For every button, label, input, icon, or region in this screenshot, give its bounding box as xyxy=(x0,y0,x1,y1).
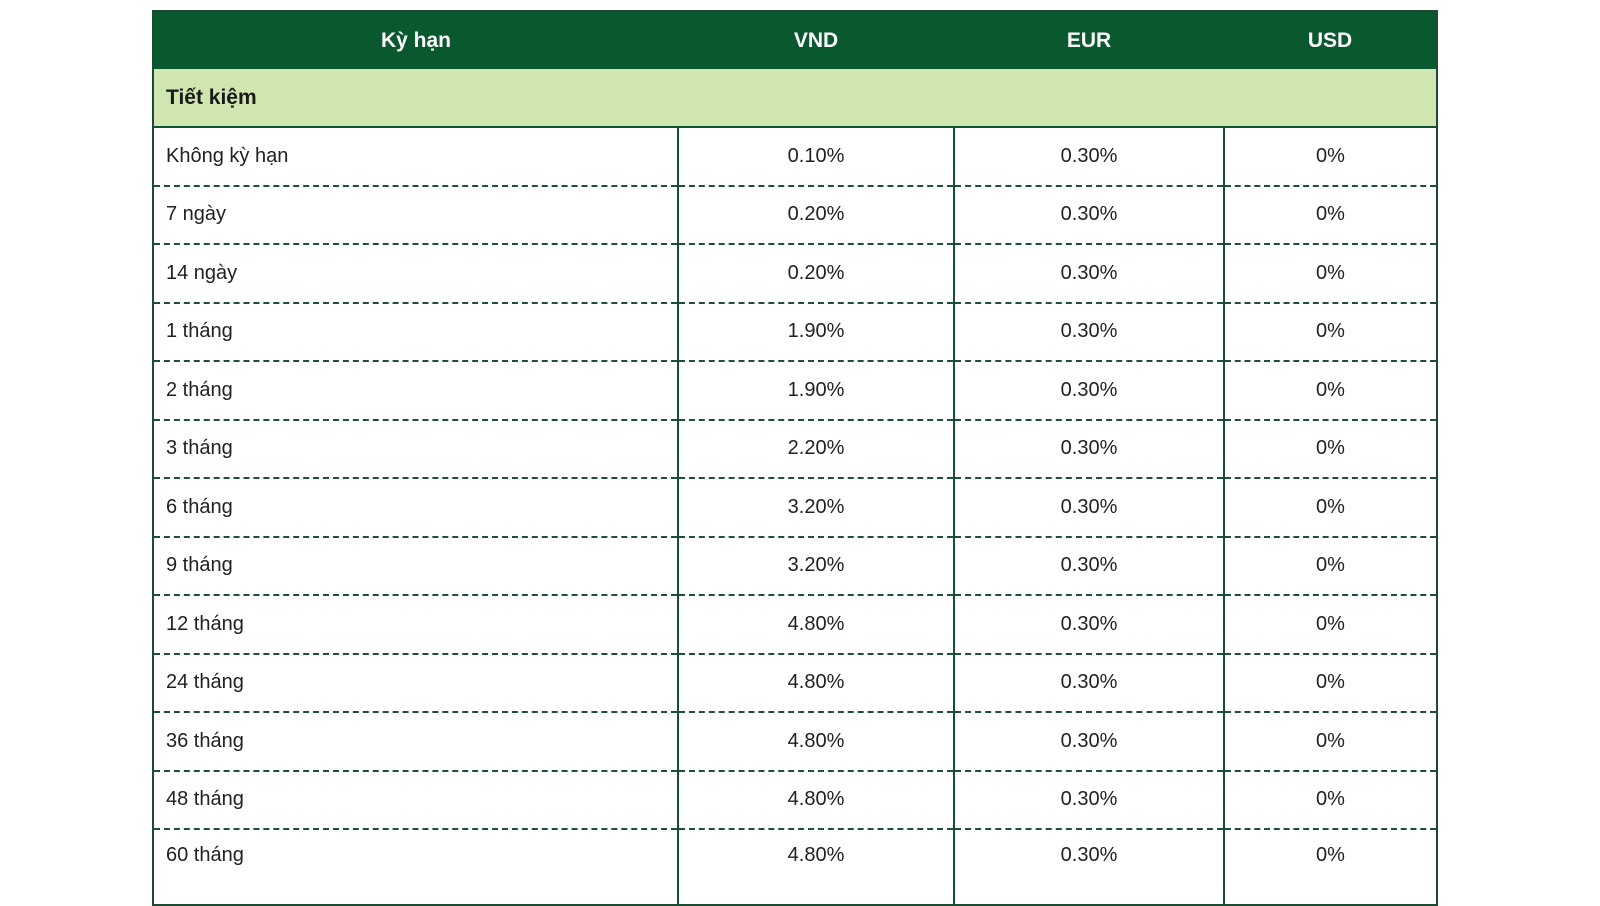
eur-cell: 0.30% xyxy=(954,184,1225,244)
col-header-usd: USD xyxy=(1224,11,1437,69)
eur-cell: 0.30% xyxy=(954,243,1225,303)
eur-cell: 0.30% xyxy=(954,535,1225,595)
usd-cell: 0% xyxy=(1224,477,1437,537)
usd-cell: 0% xyxy=(1224,184,1437,244)
eur-cell: 0.30% xyxy=(954,594,1225,654)
usd-cell: 0% xyxy=(1224,652,1437,712)
term-cell: 14 ngày xyxy=(153,243,679,303)
table-row: 6 tháng 3.20% 0.30% 0% xyxy=(153,477,1437,537)
term-cell: 2 tháng xyxy=(153,360,679,420)
vnd-cell: 2.20% xyxy=(678,418,955,478)
vnd-cell: 0.20% xyxy=(678,184,955,244)
table-row: 36 tháng 4.80% 0.30% 0% xyxy=(153,711,1437,771)
table-row: 2 tháng 1.90% 0.30% 0% xyxy=(153,360,1437,420)
vnd-cell: 0.10% xyxy=(678,127,955,186)
col-header-eur: EUR xyxy=(954,11,1224,69)
term-cell: 6 tháng xyxy=(153,477,679,537)
vnd-cell: 1.90% xyxy=(678,301,955,361)
table-row: 48 tháng 4.80% 0.30% 0% xyxy=(153,769,1437,829)
usd-cell: 0% xyxy=(1224,711,1437,771)
term-cell: 12 tháng xyxy=(153,594,679,654)
table-row: 24 tháng 4.80% 0.30% 0% xyxy=(153,652,1437,712)
term-cell: 9 tháng xyxy=(153,535,679,595)
eur-cell: 0.30% xyxy=(954,360,1225,420)
eur-cell: 0.30% xyxy=(954,652,1225,712)
usd-cell: 0% xyxy=(1224,243,1437,303)
vnd-cell: 3.20% xyxy=(678,535,955,595)
term-cell: 3 tháng xyxy=(153,418,679,478)
usd-cell: 0% xyxy=(1224,360,1437,420)
interest-rates-table: Kỳ hạn VND EUR USD Tiết kiệm Không kỳ hạ… xyxy=(152,10,1438,906)
table-row: 7 ngày 0.20% 0.30% 0% xyxy=(153,184,1437,244)
header-row: Kỳ hạn VND EUR USD xyxy=(153,11,1437,69)
col-header-term: Kỳ hạn xyxy=(153,11,678,69)
vnd-cell: 1.90% xyxy=(678,360,955,420)
vnd-cell: 3.20% xyxy=(678,477,955,537)
term-cell: 48 tháng xyxy=(153,769,679,829)
usd-cell: 0% xyxy=(1224,594,1437,654)
term-cell: 36 tháng xyxy=(153,711,679,771)
term-cell: 24 tháng xyxy=(153,652,679,712)
usd-cell: 0% xyxy=(1224,418,1437,478)
table-row: 9 tháng 3.20% 0.30% 0% xyxy=(153,535,1437,595)
usd-cell: 0% xyxy=(1224,769,1437,829)
vnd-cell: 4.80% xyxy=(678,594,955,654)
eur-cell: 0.30% xyxy=(954,477,1225,537)
usd-cell: 0% xyxy=(1224,828,1437,905)
term-cell: 1 tháng xyxy=(153,301,679,361)
eur-cell: 0.30% xyxy=(954,769,1225,829)
col-header-vnd: VND xyxy=(678,11,954,69)
vnd-cell: 4.80% xyxy=(678,652,955,712)
vnd-cell: 4.80% xyxy=(678,711,955,771)
term-cell: 7 ngày xyxy=(153,184,679,244)
table-row: 60 tháng 4.80% 0.30% 0% xyxy=(153,828,1437,905)
table-row: 1 tháng 1.90% 0.30% 0% xyxy=(153,301,1437,361)
usd-cell: 0% xyxy=(1224,535,1437,595)
eur-cell: 0.30% xyxy=(954,418,1225,478)
usd-cell: 0% xyxy=(1224,301,1437,361)
term-cell: Không kỳ hạn xyxy=(153,127,679,186)
table-row: 14 ngày 0.20% 0.30% 0% xyxy=(153,243,1437,303)
eur-cell: 0.30% xyxy=(954,828,1225,905)
section-label: Tiết kiệm xyxy=(153,69,1437,128)
eur-cell: 0.30% xyxy=(954,127,1225,186)
usd-cell: 0% xyxy=(1224,127,1437,186)
section-row-savings: Tiết kiệm xyxy=(153,69,1437,128)
table-row: 12 tháng 4.80% 0.30% 0% xyxy=(153,594,1437,654)
vnd-cell: 4.80% xyxy=(678,769,955,829)
table-row: 3 tháng 2.20% 0.30% 0% xyxy=(153,418,1437,478)
table-row: Không kỳ hạn 0.10% 0.30% 0% xyxy=(153,127,1437,186)
eur-cell: 0.30% xyxy=(954,301,1225,361)
eur-cell: 0.30% xyxy=(954,711,1225,771)
term-cell: 60 tháng xyxy=(153,828,679,905)
vnd-cell: 0.20% xyxy=(678,243,955,303)
vnd-cell: 4.80% xyxy=(678,828,955,905)
